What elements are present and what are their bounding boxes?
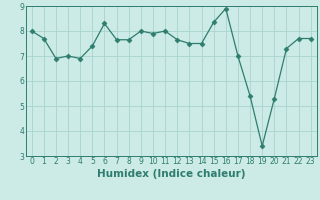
X-axis label: Humidex (Indice chaleur): Humidex (Indice chaleur)	[97, 169, 245, 179]
